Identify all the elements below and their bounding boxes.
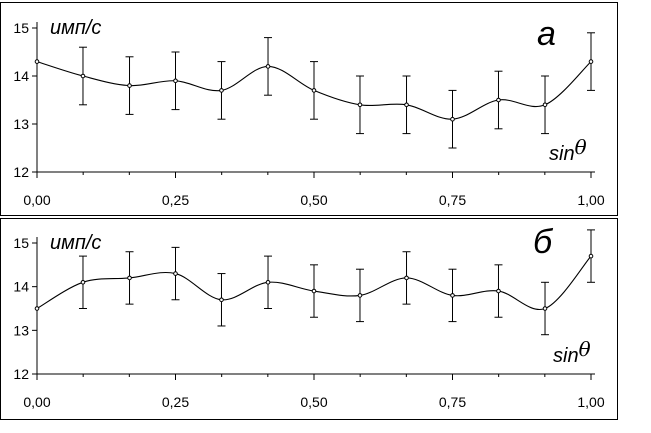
data-point (80, 73, 86, 79)
y-tick-label: 12 (13, 164, 29, 180)
data-point (542, 306, 548, 311)
data-point (588, 253, 594, 259)
x-tick-label: 0,50 (300, 394, 327, 410)
y-axis-label: имп/с (50, 17, 101, 39)
data-point (173, 271, 178, 276)
chart-panel-b: 12 13 14 15 0,00 0,25 0,50 0,75 1,00 имп/с б sinθ (0, 218, 618, 420)
x-tick-label: 0,75 (439, 394, 466, 410)
data-point (357, 293, 363, 298)
data-point (219, 88, 224, 93)
data-point (496, 97, 501, 103)
x-tick-label: 1,00 (577, 192, 604, 208)
data-point (496, 288, 501, 294)
y-tick-label: 12 (13, 366, 29, 382)
data-point (311, 288, 317, 294)
data-point (404, 275, 409, 281)
chart-panel-a: 12 13 14 15 0,00 0,25 0,50 0,75 1,00 имп/с а sinθ (0, 2, 618, 216)
data-point (127, 275, 132, 281)
data-point (265, 64, 271, 69)
panel-frame (0, 2, 618, 216)
y-tick-label: 14 (13, 68, 29, 84)
data-point (588, 59, 594, 64)
x-tick-label: 0,50 (300, 192, 327, 208)
y-tick-label: 13 (13, 322, 29, 338)
data-point (542, 102, 548, 108)
data-point (219, 297, 224, 303)
y-axis-label: имп/с (50, 232, 101, 254)
data-point (80, 280, 86, 285)
data-point (127, 83, 132, 88)
data-point (450, 293, 455, 298)
data-point (404, 102, 409, 108)
x-tick-label: 0,75 (439, 192, 466, 208)
data-point (173, 78, 178, 84)
panel-label: б (533, 223, 554, 261)
x-tick-label: 0,00 (23, 394, 50, 410)
y-tick-label: 15 (13, 235, 29, 251)
x-axis-label: sinθ (549, 135, 587, 165)
x-tick-label: 0,25 (162, 394, 189, 410)
data-point (265, 280, 271, 285)
x-tick-label: 1,00 (577, 394, 604, 410)
panel-frame (0, 218, 618, 420)
x-tick-label: 0,25 (162, 192, 189, 208)
y-tick-label: 14 (13, 279, 29, 295)
data-point (34, 59, 40, 64)
data-point (34, 306, 40, 311)
data-point (450, 116, 455, 122)
x-axis-label: sinθ (553, 337, 591, 367)
y-tick-label: 15 (13, 20, 29, 36)
x-tick-label: 0,00 (23, 192, 50, 208)
panel-label: а (537, 15, 556, 53)
y-tick-label: 13 (13, 116, 29, 132)
data-point (311, 88, 317, 93)
data-point (357, 102, 363, 108)
